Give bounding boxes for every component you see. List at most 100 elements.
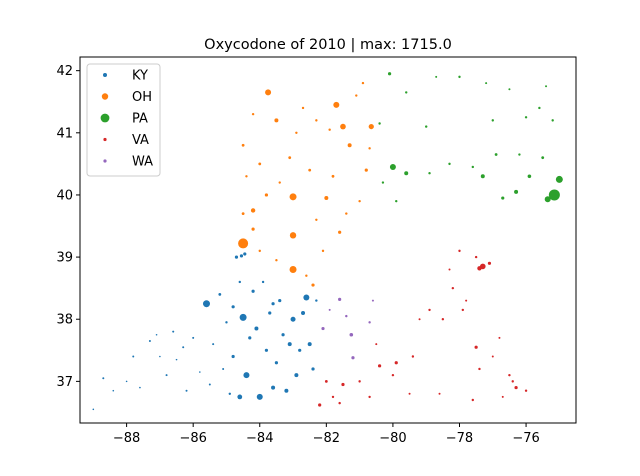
data-point-pa bbox=[501, 196, 505, 200]
legend-label-ky: KY bbox=[132, 69, 148, 84]
data-point-ky bbox=[155, 333, 158, 336]
data-point-ky bbox=[278, 298, 282, 303]
legend-label-pa: PA bbox=[132, 112, 148, 127]
data-point-pa bbox=[428, 172, 431, 175]
data-point-ky bbox=[290, 316, 296, 322]
data-point-ky bbox=[298, 348, 302, 352]
data-point-va bbox=[511, 380, 514, 383]
data-point-ky bbox=[159, 355, 161, 358]
data-point-va bbox=[394, 361, 398, 365]
data-point-ky bbox=[239, 254, 244, 258]
data-point-pa bbox=[395, 199, 398, 203]
x-tick-label: −82 bbox=[313, 431, 340, 446]
data-point-va bbox=[474, 345, 478, 349]
data-point-ky bbox=[199, 371, 201, 373]
data-point-pa bbox=[524, 116, 528, 119]
data-point-oh bbox=[278, 181, 281, 184]
data-point-pa bbox=[425, 125, 428, 128]
data-point-pa bbox=[544, 196, 551, 203]
data-point-va bbox=[324, 379, 328, 383]
data-point-pa bbox=[448, 162, 451, 166]
data-point-va bbox=[377, 364, 382, 368]
data-point-ky bbox=[112, 389, 115, 392]
data-point-oh bbox=[251, 227, 255, 231]
data-point-oh bbox=[315, 218, 318, 222]
data-point-ky bbox=[261, 280, 265, 284]
data-point-va bbox=[461, 308, 465, 312]
x-axis: −88 −86 −84 −82 −80 −78 −76 bbox=[113, 423, 540, 446]
data-point-pa bbox=[404, 171, 409, 176]
data-point-oh bbox=[238, 238, 249, 249]
data-point-pa bbox=[435, 75, 438, 78]
data-point-pa bbox=[485, 82, 488, 85]
data-point-oh bbox=[301, 106, 305, 110]
x-tick-label: −84 bbox=[246, 431, 273, 446]
data-point-oh bbox=[328, 128, 331, 131]
data-point-wa bbox=[349, 332, 354, 337]
data-point-wa bbox=[351, 356, 355, 360]
data-point-oh bbox=[289, 193, 297, 201]
data-point-ky bbox=[148, 339, 151, 342]
data-point-oh bbox=[265, 89, 272, 96]
data-point-ky bbox=[228, 392, 231, 395]
data-point-wa bbox=[338, 297, 342, 301]
y-tick-label: 42 bbox=[56, 64, 73, 79]
data-point-va bbox=[411, 355, 415, 358]
data-point-wa bbox=[345, 314, 348, 318]
data-point-pa bbox=[405, 91, 408, 94]
y-tick-label: 40 bbox=[56, 188, 73, 203]
data-point-ky bbox=[271, 385, 276, 390]
data-point-oh bbox=[358, 199, 361, 203]
legend-label-oh: OH bbox=[132, 90, 152, 105]
data-point-wa bbox=[328, 308, 331, 311]
legend-box bbox=[86, 63, 161, 177]
data-point-va bbox=[408, 392, 411, 395]
data-point-ky bbox=[287, 342, 292, 347]
data-point-va bbox=[474, 255, 478, 259]
x-tick-label: −76 bbox=[512, 431, 539, 446]
data-point-ky bbox=[243, 372, 250, 379]
data-point-oh bbox=[321, 249, 325, 253]
data-point-oh bbox=[250, 208, 256, 213]
data-point-oh bbox=[274, 118, 279, 123]
legend-label-va: VA bbox=[132, 133, 149, 148]
data-point-oh bbox=[241, 212, 245, 215]
y-tick-label: 38 bbox=[56, 313, 73, 328]
data-point-va bbox=[438, 392, 441, 395]
data-point-ky bbox=[218, 292, 222, 296]
data-point-va bbox=[358, 380, 361, 383]
data-point-oh bbox=[311, 283, 315, 287]
data-point-va bbox=[375, 343, 378, 346]
data-point-oh bbox=[251, 112, 255, 116]
data-point-ky bbox=[301, 311, 306, 316]
data-point-va bbox=[471, 398, 475, 402]
data-point-pa bbox=[378, 122, 381, 125]
chart-title: Oxycodone of 2010 | max: 1715.0 bbox=[204, 37, 452, 53]
data-point-wa bbox=[368, 321, 371, 324]
data-point-ky bbox=[284, 388, 289, 393]
data-point-pa bbox=[541, 156, 545, 160]
data-point-va bbox=[477, 266, 482, 271]
data-point-ky bbox=[231, 305, 235, 309]
x-tick-label: −86 bbox=[179, 431, 206, 446]
data-point-oh bbox=[289, 266, 297, 274]
x-tick-label: −80 bbox=[379, 431, 406, 446]
data-point-pa bbox=[527, 174, 532, 179]
data-point-oh bbox=[289, 232, 297, 239]
data-point-oh bbox=[258, 249, 261, 253]
data-point-ky bbox=[165, 374, 168, 377]
data-point-va bbox=[508, 373, 511, 377]
data-point-pa bbox=[480, 174, 485, 179]
data-point-oh bbox=[345, 212, 348, 215]
data-point-oh bbox=[241, 143, 245, 147]
data-point-oh bbox=[288, 156, 292, 160]
data-point-ky bbox=[311, 367, 315, 371]
data-point-pa bbox=[381, 181, 385, 184]
data-point-oh bbox=[355, 94, 358, 97]
y-tick-label: 41 bbox=[56, 126, 73, 141]
data-point-ky bbox=[202, 300, 210, 308]
data-point-oh bbox=[324, 196, 329, 201]
data-point-va bbox=[441, 318, 445, 321]
data-point-ky bbox=[268, 311, 272, 315]
data-point-oh bbox=[245, 175, 248, 178]
